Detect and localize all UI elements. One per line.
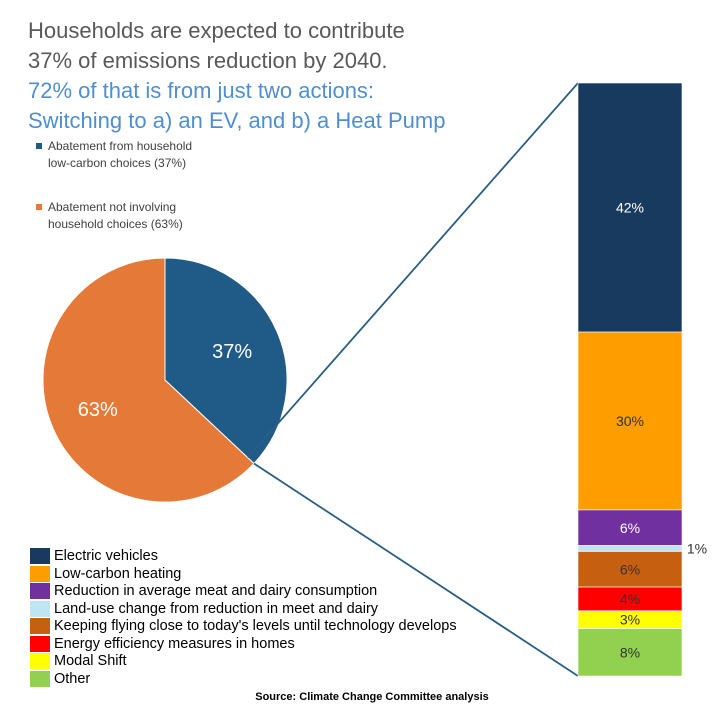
legend-label: Land-use change from reduction in meet a… [54,600,379,617]
pie-legend-swatch-other [36,204,42,210]
title-line-2: 37% of emissions reduction by 2040. [28,48,388,73]
bar-label-keeping-flying-close-to-today-s-levels-until-technology-develops: 6% [620,561,640,577]
bar-segment-low-carbon-heating [577,331,683,511]
pie-legend-other: Abatement not involving household choice… [36,199,183,233]
bar-segment-electric-vehicles [577,82,683,333]
pie-legend-other-line2: household choices (63%) [48,217,183,231]
pie-legend-household-line2: low-carbon choices (37%) [48,156,187,170]
title-line-1: Households are expected to contribute [28,18,405,43]
legend-swatch [30,670,50,687]
legend-swatch [30,565,50,582]
bar-segment-land-use-change-from-reduction-in-meet-and-dairy [577,545,683,552]
source-note: Source: Climate Change Committee analysi… [255,691,489,703]
legend-swatch [30,583,50,599]
legend-label: Other [54,670,91,687]
pie-label-abatement-from-household-low-carbon-choices: 37% [212,341,252,363]
legend-label: Modal Shift [54,653,127,669]
legend-label: Energy efficiency measures in homes [54,635,295,652]
bar-label-land-use-change-from-reduction-in-meet-and-dairy: 1% [687,541,707,557]
connector-line-top [247,82,579,459]
legend-swatch [30,600,50,617]
pie-legend-other-line1: Abatement not involving [48,200,177,214]
bar-label-electric-vehicles: 42% [616,200,644,216]
connector-line-bottom [253,462,579,677]
bar-label-low-carbon-heating: 30% [616,413,644,429]
legend-swatch [30,653,50,669]
title-line-3: 72% of that is from just two actions: [28,78,375,103]
chart-title-main: Households are expected to contribute 37… [28,16,448,76]
chart-title-accent: 72% of that is from just two actions: Sw… [28,76,468,136]
bar-label-modal-shift: 3% [620,612,640,628]
bar-segment-keeping-flying-close-to-today-s-levels-until-technology-develops [577,551,683,588]
legend-swatch [30,548,50,564]
bar-label-other: 8% [620,644,640,660]
legend-label: Low-carbon heating [54,565,182,582]
title-line-4: Switching to a) an EV, and b) a Heat Pum… [28,108,446,133]
legend-label: Reduction in average meat and dairy cons… [54,583,378,599]
legend-label: Electric vehicles [54,548,158,564]
bar-segment-reduction-in-average-meat-and-dairy-consumption [577,509,683,546]
legend-swatch [30,618,50,634]
bar-segment-other [577,628,683,677]
legend-label: Keeping flying close to today's levels u… [54,618,457,634]
bar-label-reduction-in-average-meat-and-dairy-consumption: 6% [620,520,640,536]
legend-swatch [30,635,50,652]
pie-slice-abatement-from-household-low-carbon-choices [164,257,288,465]
pie-legend-swatch-household [36,143,42,149]
pie-legend-household-line1: Abatement from household [48,139,193,153]
bar-label-energy-efficiency-measures-in-homes: 4% [620,591,640,607]
pie-legend-household: Abatement from household low-carbon choi… [36,138,192,172]
pie-label-abatement-not-involving-household-choices: 63% [78,399,118,421]
pie-slice-abatement-not-involving-household-choices [42,257,255,503]
